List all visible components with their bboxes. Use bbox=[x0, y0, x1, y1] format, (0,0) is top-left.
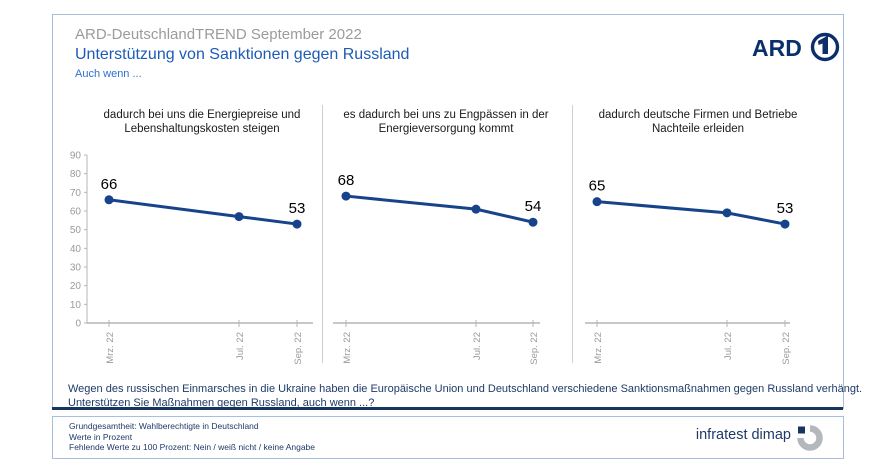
survey-question: Wegen des russischen Einmarsches in die … bbox=[68, 383, 862, 410]
infratest-dimap-icon bbox=[795, 423, 825, 458]
svg-text:Mrz. 22: Mrz. 22 bbox=[593, 332, 604, 364]
svg-text:40: 40 bbox=[70, 244, 82, 255]
svg-text:54: 54 bbox=[525, 198, 542, 215]
svg-text:70: 70 bbox=[70, 188, 82, 199]
chart-title-3: dadurch deutsche Firmen und Betriebe Nac… bbox=[598, 109, 798, 135]
svg-text:10: 10 bbox=[70, 300, 82, 311]
svg-text:60: 60 bbox=[70, 207, 82, 218]
svg-text:Sep. 22: Sep. 22 bbox=[529, 332, 540, 365]
svg-text:Jul. 22: Jul. 22 bbox=[472, 332, 483, 360]
line-chart-energy-shortages: Mrz. 22 Jul. 22 Sep. 22 68 54 bbox=[333, 172, 542, 365]
svg-text:Sep. 22: Sep. 22 bbox=[781, 332, 792, 365]
line-chart-energy-prices: 90 80 70 60 50 40 30 20 10 0 Mrz. 22 Jul. 22 Sep. 22… bbox=[70, 151, 313, 365]
survey-question-line2: Unterstützen Sie Maßnahmen gegen Russlan… bbox=[68, 396, 375, 409]
svg-text:Mrz. 22: Mrz. 22 bbox=[342, 332, 353, 364]
svg-text:66: 66 bbox=[101, 176, 118, 193]
note-missing-values: Fehlende Werte zu 100 Prozent: Nein / we… bbox=[69, 442, 316, 452]
svg-text:53: 53 bbox=[777, 200, 794, 217]
note-population: Grundgesamtheit: Wahlberechtigte in Deut… bbox=[69, 421, 259, 431]
chart-title-1: dadurch bei uns die Energiepreise und Le… bbox=[103, 109, 301, 135]
svg-text:20: 20 bbox=[70, 281, 82, 292]
ard-logo-icon: ARD bbox=[752, 30, 844, 71]
survey-question-line1: Wegen des russischen Einmarsches in die … bbox=[68, 383, 863, 395]
svg-text:65: 65 bbox=[589, 178, 606, 195]
line-chart-company-disadvantages: Mrz. 22 Jul. 22 Sep. 22 65 53 bbox=[585, 178, 794, 365]
page-subtitle: Auch wenn ... bbox=[75, 68, 142, 80]
panel-divider-2 bbox=[572, 105, 573, 363]
svg-text:Sep. 22: Sep. 22 bbox=[293, 332, 304, 365]
ard-logo-text: ARD bbox=[752, 35, 802, 61]
svg-text:50: 50 bbox=[70, 225, 82, 236]
svg-text:53: 53 bbox=[289, 200, 306, 217]
svg-text:Jul. 22: Jul. 22 bbox=[723, 332, 734, 360]
svg-text:Jul. 22: Jul. 22 bbox=[235, 332, 246, 360]
bottom-rule bbox=[52, 407, 843, 410]
svg-text:30: 30 bbox=[70, 263, 82, 274]
svg-text:68: 68 bbox=[338, 172, 355, 189]
svg-text:0: 0 bbox=[75, 319, 81, 330]
page-title: Unterstützung von Sanktionen gegen Russl… bbox=[75, 46, 410, 63]
svg-text:80: 80 bbox=[70, 169, 82, 180]
chart-title-2: es dadurch bei uns zu Engpässen in der E… bbox=[343, 109, 549, 135]
svg-text:Mrz. 22: Mrz. 22 bbox=[105, 332, 116, 364]
source-label: infratest dimap bbox=[695, 427, 791, 443]
panel-divider-1 bbox=[322, 105, 323, 363]
kicker-text: ARD-DeutschlandTREND September 2022 bbox=[75, 26, 362, 43]
svg-text:90: 90 bbox=[70, 151, 82, 162]
footer: Grundgesamtheit: Wahlberechtigte in Deut… bbox=[52, 416, 844, 459]
methodology-notes: Grundgesamtheit: Wahlberechtigte in Deut… bbox=[69, 421, 315, 453]
note-units: Werte in Prozent bbox=[69, 431, 133, 442]
